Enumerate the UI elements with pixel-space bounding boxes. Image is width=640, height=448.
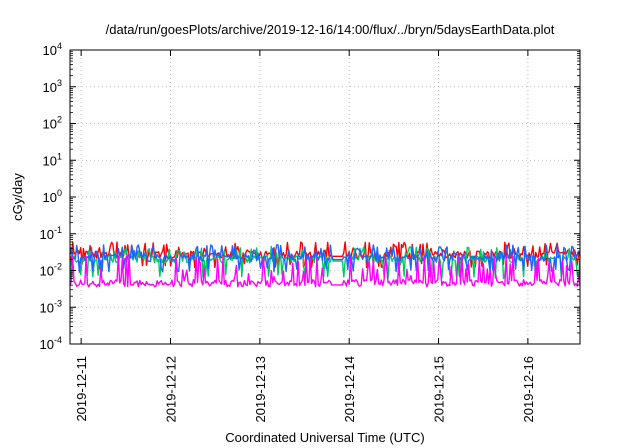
series-line — [69, 255, 581, 288]
x-tick-label: 2019-12-13 — [253, 356, 268, 423]
y-tick-label: 103 — [43, 78, 62, 95]
x-tick-label: 2019-12-14 — [342, 356, 357, 423]
y-tick-label: 104 — [43, 41, 62, 58]
chart-title: /data/run/goesPlots/archive/2019-12-16/1… — [106, 22, 555, 37]
y-tick-label: 101 — [43, 151, 62, 168]
y-tick-label: 102 — [43, 115, 62, 132]
y-tick-label: 10-2 — [40, 262, 62, 279]
grid — [70, 50, 580, 344]
series-group — [69, 241, 581, 288]
series-line — [69, 244, 581, 273]
x-axis-label: Coordinated Universal Time (UTC) — [225, 430, 424, 445]
y-axis-label: cGy/day — [10, 173, 25, 221]
y-tick-label: 100 — [43, 188, 62, 205]
x-axis: 2019-12-11 2019-12-12 2019-12-13 2019-12-14… — [74, 50, 536, 423]
y-tick-label: 10-3 — [40, 298, 62, 315]
x-tick-label: 2019-12-16 — [521, 356, 536, 423]
x-tick-label: 2019-12-12 — [164, 356, 179, 423]
y-axis: 10-4 10-3 10-2 10-1 100 101 102 103 104 — [40, 41, 580, 352]
y-tick-label: 10-1 — [40, 225, 62, 242]
x-tick-label: 2019-12-15 — [432, 356, 447, 423]
x-tick-label: 2019-12-11 — [74, 356, 89, 422]
y-tick-label: 10-4 — [40, 335, 62, 352]
